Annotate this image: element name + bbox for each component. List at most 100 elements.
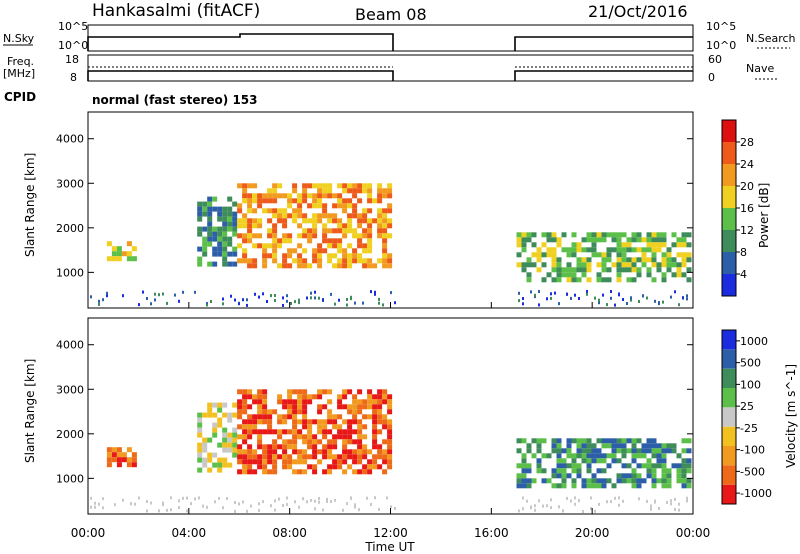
echo-cell [302,218,308,224]
echo-cell [357,188,363,194]
scatter-cell [286,294,288,298]
echo-cell [197,246,203,252]
echo-cell [661,272,667,278]
scatter-cell [302,497,304,501]
echo-cell [327,253,333,259]
scatter-cell [90,505,92,509]
echo-cell [651,257,657,263]
echo-cell [257,419,263,425]
echo-cell [287,213,293,219]
echo-cell [342,459,348,465]
echo-cell [227,412,233,418]
echo-cell [131,452,137,458]
echo-cell [382,218,388,224]
echo-cell [551,468,557,474]
echo-cell [681,232,687,238]
echo-cell [377,429,383,435]
echo-cell [352,248,358,254]
echo-region [197,402,238,473]
echo-cell [252,414,258,420]
echo-cell [367,223,373,229]
echo-cell [681,458,687,464]
x-tick-label: 20:00 [575,526,610,540]
echo-cell [317,459,323,465]
echo-cell [272,258,278,264]
echo-cell [362,469,368,475]
echo-cell [267,454,273,460]
echo-cell [686,438,692,444]
scatter-cell [598,301,600,305]
echo-cell [352,404,358,410]
echo-cell [656,237,662,243]
echo-cell [631,478,637,484]
echo-cell [322,429,328,435]
echo-cell [606,257,612,263]
echo-cell [257,404,263,410]
echo-cell [377,218,383,224]
echo-cell [561,267,567,273]
echo-cell [212,427,218,433]
freq-trace [87,70,693,81]
echo-cell [641,478,647,484]
echo-cell [586,232,592,238]
echo-cell [297,399,303,405]
echo-cell [222,246,228,252]
echo-cell [616,247,622,253]
echo-cell [357,213,363,219]
echo-cell [297,253,303,259]
echo-cell [302,404,308,410]
echo-cell [641,257,647,263]
echo-cell [382,454,388,460]
echo-cell [616,242,622,248]
echo-cell [217,241,223,247]
echo-cell [312,464,318,470]
power-echoes [90,183,692,307]
echo-cell [257,464,263,470]
echo-cell [342,394,348,400]
echo-cell [327,449,333,455]
echo-cell [676,453,682,459]
echo-cell [556,272,562,278]
echo-cell [372,439,378,445]
echo-cell [131,246,137,252]
echo-cell [242,389,248,395]
echo-cell [277,213,283,219]
echo-cell [382,389,388,395]
echo-cell [382,188,388,194]
echo-cell [257,193,263,199]
echo-cell [267,424,273,430]
echo-cell [521,483,527,489]
echo-cell [217,422,223,428]
echo-cell [242,469,248,475]
scatter-cell [142,290,144,294]
echo-cell [252,263,258,269]
echo-cell [217,226,223,232]
echo-region [106,447,137,468]
colorbar-segment [722,330,736,350]
echo-cell [307,193,313,199]
echo-cell [631,262,637,268]
echo-cell [307,434,313,440]
scatter-cell [178,499,180,503]
nsearch-tick-low: 10^0 [706,39,736,52]
echo-cell [362,233,368,239]
scatter-cell [238,502,240,506]
echo-cell [242,399,248,405]
echo-cell [556,463,562,469]
echo-cell [536,448,542,454]
echo-cell [347,404,353,410]
echo-cell [566,272,572,278]
echo-cell [561,463,567,469]
echo-cell [382,263,388,269]
echo-cell [556,448,562,454]
echo-cell [337,243,343,249]
echo-cell [302,469,308,475]
echo-cell [686,242,692,248]
echo-cell [247,238,253,244]
scatter-cell [298,301,300,305]
echo-cell [202,251,208,257]
echo-cell [312,198,318,204]
echo-cell [516,232,522,238]
scatter-cell [282,504,284,507]
echo-cell [357,399,363,405]
